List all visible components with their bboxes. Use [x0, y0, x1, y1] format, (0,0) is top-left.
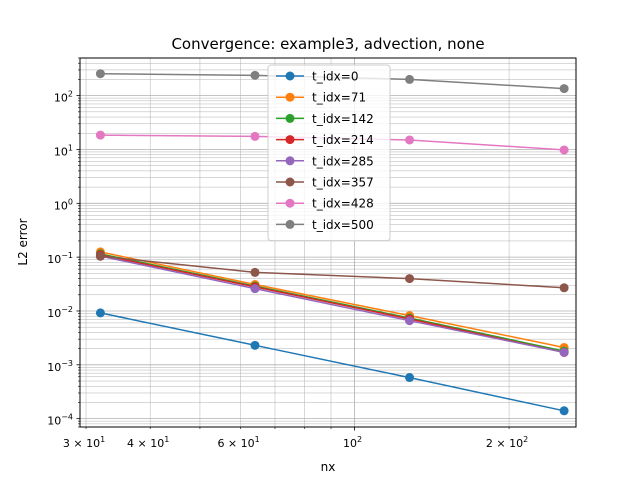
y-tick-label: 102: [54, 90, 73, 105]
axis-ticks: 3 × 101 4 × 101 6 × 101 102 2 × 102 10−4 10−3 1…: [47, 57, 528, 450]
series-line-4: [100, 255, 565, 354]
series-lines: [95, 69, 569, 416]
series-point-6: [95, 130, 105, 140]
x-axis-label: nx: [321, 460, 336, 474]
y-tick-label: 10−4: [47, 413, 73, 428]
series-line-1: [100, 251, 565, 349]
legend-swatch-marker: [285, 156, 295, 166]
series-point-4: [405, 316, 415, 326]
y-tick-label: 101: [54, 143, 73, 158]
x-tick-label: 4 × 101: [127, 435, 169, 450]
series-point-0: [559, 406, 569, 416]
legend-entry-label: t_idx=142: [312, 112, 374, 126]
legend-swatch-marker: [285, 92, 295, 102]
series-point-7: [559, 84, 569, 94]
series-line-5: [100, 255, 565, 289]
series-line-0: [100, 312, 565, 412]
series-point-0: [95, 308, 105, 318]
legend-entry-label: t_idx=0: [312, 70, 358, 84]
series-point-6: [405, 135, 415, 145]
x-tick-label: 6 × 101: [217, 435, 259, 450]
legend-swatch-marker: [285, 198, 295, 208]
series-point-6: [559, 145, 569, 155]
legend-entry-label: t_idx=500: [312, 218, 374, 232]
series-point-7: [405, 74, 415, 84]
x-tick-label: 2 × 102: [486, 435, 528, 450]
chart-title: Convergence: example3, advection, none: [171, 35, 484, 53]
legend-entry-label: t_idx=357: [312, 176, 374, 190]
legend-entry-label: t_idx=285: [312, 154, 374, 168]
y-tick-label: 100: [54, 197, 73, 212]
series-point-6: [250, 131, 260, 141]
legend-entry-label: t_idx=428: [312, 197, 374, 211]
series-line-2: [100, 253, 565, 352]
legend-swatch-marker: [285, 113, 295, 123]
y-tick-label: 10−2: [47, 305, 73, 320]
series-point-7: [95, 69, 105, 79]
legend-swatch-marker: [285, 219, 295, 229]
series-point-4: [250, 284, 260, 294]
legend-entry-label: t_idx=71: [312, 91, 366, 105]
y-tick-label: 10−3: [47, 359, 73, 374]
y-tick-label: 10−1: [47, 251, 73, 266]
series-line-3: [100, 254, 565, 354]
legend-swatch-marker: [285, 177, 295, 187]
legend-swatch-marker: [285, 71, 295, 81]
legend-swatch-marker: [285, 135, 295, 145]
legend-entry-label: t_idx=214: [312, 133, 374, 147]
series-point-0: [250, 340, 260, 350]
x-tick-label: 3 × 101: [63, 435, 105, 450]
series-point-5: [95, 251, 105, 261]
y-axis-label: L2 error: [16, 218, 30, 265]
plot-frame: [79, 57, 577, 428]
series-point-7: [250, 70, 260, 80]
series-point-0: [405, 373, 415, 383]
series-point-5: [405, 274, 415, 284]
series-point-5: [250, 267, 260, 277]
legend: t_idx=0 t_idx=71 t_idx=142 t_idx=214 t_idx=2…: [267, 64, 391, 242]
legend-box: [267, 64, 391, 242]
series-point-5: [559, 283, 569, 293]
x-tick-label: 102: [343, 435, 362, 450]
series-point-4: [559, 347, 569, 357]
